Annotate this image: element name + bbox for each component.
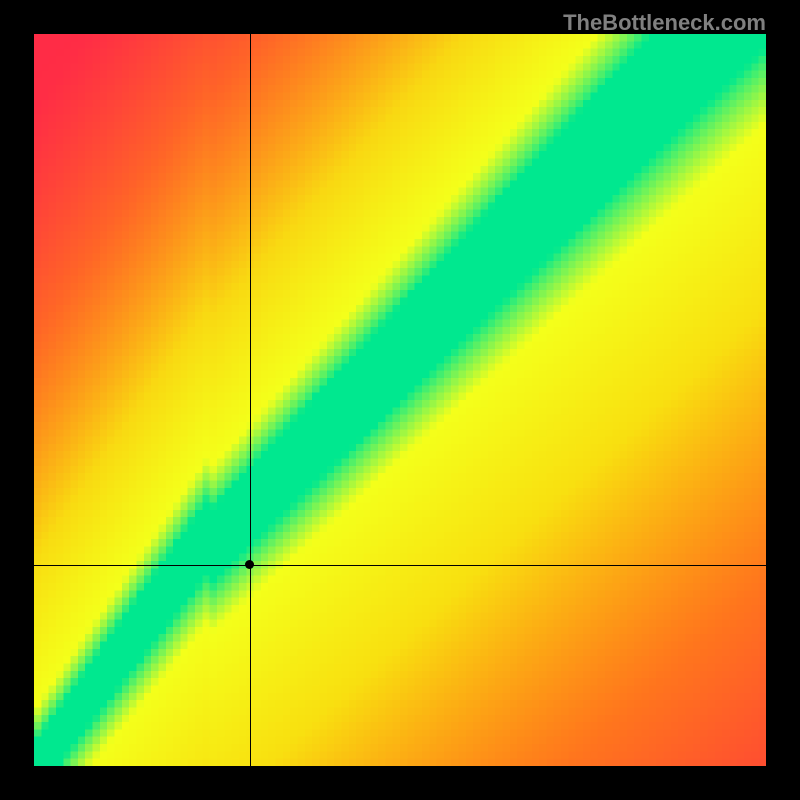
watermark-text: TheBottleneck.com (563, 10, 766, 36)
crosshair-vertical (250, 34, 251, 766)
heatmap-canvas (34, 34, 766, 766)
chart-container: TheBottleneck.com (0, 0, 800, 800)
crosshair-horizontal (34, 565, 766, 566)
